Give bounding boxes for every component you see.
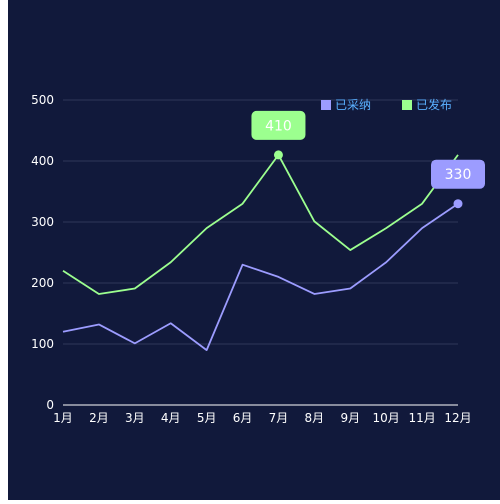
x-tick-label: 12月 [444,411,471,425]
series-line-2[interactable] [62,153,459,295]
y-tick-label: 100 [31,337,54,351]
y-tick-label: 500 [31,93,54,107]
line-chart: 0 100 200 300 400 500 1月 2月 3月 4月 5月 6月 7月 8月 9月 10月 11… [31,93,485,425]
series-lines [62,153,459,352]
x-tick-label: 6月 [233,411,253,425]
data-labels: 330 410 [251,110,485,209]
legend-label[interactable]: 已采纳 [335,98,371,112]
y-tick-label: 200 [31,276,54,290]
data-label-box [431,159,485,189]
highlight-point[interactable] [273,150,283,160]
legend-swatch[interactable] [321,100,331,110]
x-tick-label: 9月 [340,411,360,425]
legend-swatch[interactable] [402,100,412,110]
data-label-value: 330 [445,167,472,183]
data-label-value: 410 [265,118,292,134]
x-tick-label: 4月 [161,411,181,425]
x-tick-label: 7月 [269,411,289,425]
legend-label[interactable]: 已发布 [416,97,452,112]
x-tick-label: 11月 [408,411,435,425]
data-label-box [251,110,306,140]
y-axis: 0 100 200 300 400 500 [31,93,54,412]
x-tick-label: 1月 [53,411,73,425]
x-tick-label: 8月 [305,411,325,425]
y-tick-label: 0 [46,398,54,412]
highlight-point[interactable] [453,199,463,209]
legend[interactable]: 已采纳 已发布 [321,97,452,112]
chart-panel: 0 100 200 300 400 500 1月 2月 3月 4月 5月 6月 7月 8月 9月 10月 11… [8,0,500,500]
series-line-1[interactable] [62,202,459,352]
x-axis: 1月 2月 3月 4月 5月 6月 7月 8月 9月 10月 11月 12月 [53,404,472,425]
y-tick-label: 400 [31,154,54,168]
x-tick-label: 2月 [89,411,109,425]
x-tick-label: 3月 [125,411,145,425]
y-tick-label: 300 [31,215,54,229]
grid-lines [63,99,458,345]
x-tick-label: 10月 [373,411,400,425]
x-tick-label: 5月 [197,411,217,425]
